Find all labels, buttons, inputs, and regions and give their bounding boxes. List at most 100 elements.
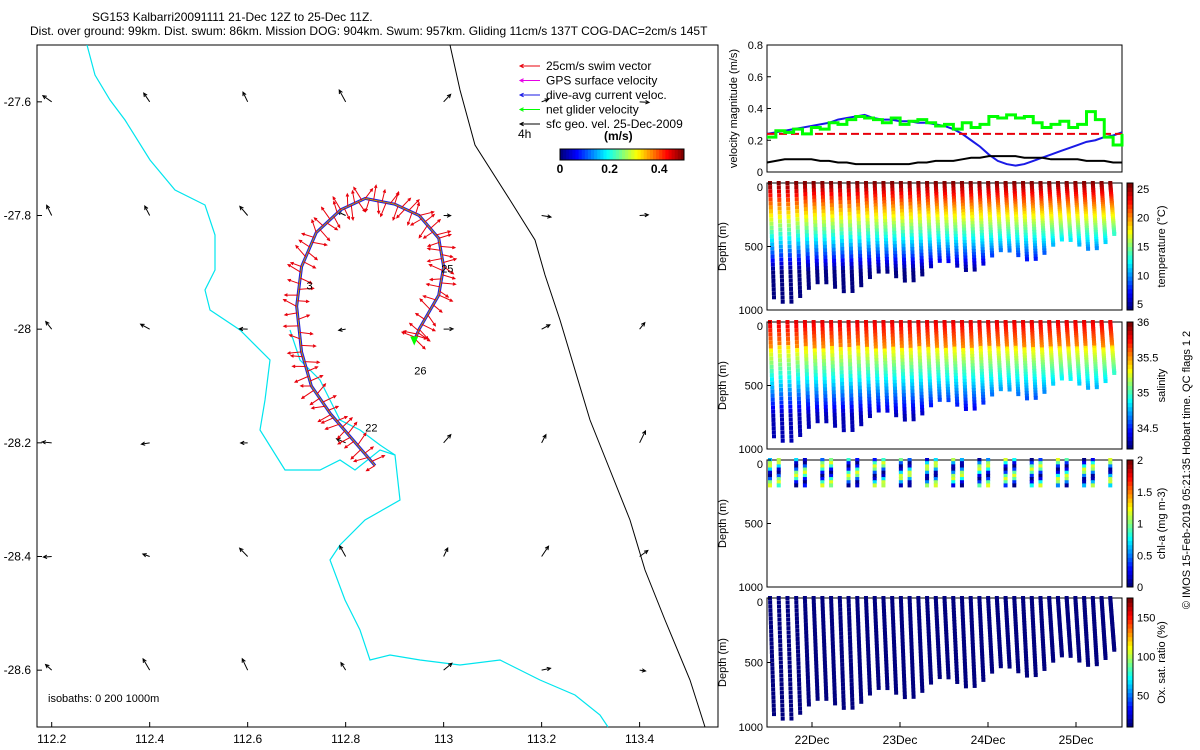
swim-vector-arrow (357, 201, 366, 213)
profile-point (1055, 483, 1060, 488)
profile-point (979, 371, 984, 376)
swim-vector-arrow (345, 192, 350, 207)
geo-velocity-arrow (443, 326, 455, 332)
profile-point (1005, 620, 1010, 625)
profile-point (855, 195, 860, 200)
profile-point (822, 223, 827, 228)
profile-point (917, 342, 922, 347)
profile-point (901, 386, 906, 391)
profile-point (934, 200, 939, 205)
section-colorbar-cell (1127, 561, 1133, 567)
profile-point (797, 690, 802, 695)
swim-vector-arrow (288, 334, 301, 340)
geo-velocity-arrow (46, 204, 53, 216)
profile-point (1031, 210, 1036, 215)
profile-point (814, 664, 819, 669)
profile-point (821, 219, 826, 224)
profile-point (892, 656, 897, 661)
profile-point (987, 212, 992, 217)
profile-point (988, 645, 993, 650)
profile-point (1092, 347, 1097, 352)
profile-point (1099, 596, 1104, 600)
profile-point (1022, 339, 1027, 344)
swim-vector-arrow (307, 251, 319, 261)
profile-point (813, 366, 818, 371)
profile-point (1051, 656, 1056, 661)
profile-point (798, 710, 803, 715)
x-tick-label: 112.2 (37, 732, 66, 746)
profile-point (893, 393, 898, 398)
profile-point (1024, 393, 1029, 398)
profile-point (776, 477, 781, 482)
profile-point (1100, 189, 1105, 194)
profile-point (909, 652, 914, 657)
profile-point (865, 640, 870, 645)
profile-point (768, 324, 773, 329)
swim-vector-arrow (298, 286, 315, 291)
profile-point (943, 339, 948, 344)
profile-point (970, 224, 975, 229)
profile-point (990, 669, 995, 674)
profile-point (840, 393, 845, 398)
profile-point (1082, 470, 1087, 475)
profile-point (874, 212, 879, 217)
profile-point (953, 234, 958, 239)
profile-point (962, 240, 967, 245)
profile-point (968, 602, 973, 607)
profile-point (1006, 640, 1011, 645)
profile-point (1047, 331, 1052, 336)
profile-point (780, 278, 785, 283)
section-colorbar-cell (1127, 709, 1133, 715)
profile-point (787, 240, 792, 245)
profile-point (1038, 322, 1043, 327)
profile-point (995, 336, 1000, 341)
profile-point (893, 670, 898, 675)
profile-point (1059, 651, 1064, 656)
profile-point (900, 229, 905, 234)
profile-point (944, 211, 949, 216)
isobath-0m (86, 44, 609, 728)
profile-point (998, 245, 1003, 250)
profile-point (1048, 616, 1053, 621)
profile-point (951, 480, 956, 485)
profile-point (814, 380, 819, 385)
profile-point (944, 220, 949, 225)
profile-point (1049, 218, 1054, 223)
profile-point (1049, 634, 1054, 639)
profile-point (1015, 381, 1020, 386)
profile-point (857, 655, 862, 660)
profile-point (998, 659, 1003, 664)
profile-point (829, 596, 834, 600)
profile-point (1006, 221, 1011, 226)
profile-point (989, 237, 994, 242)
geo-velocity-arrow (541, 545, 550, 557)
profile-point (988, 230, 993, 235)
profile-point (987, 351, 992, 356)
profile-point (815, 405, 820, 410)
profile-point (885, 263, 890, 268)
profile-point (841, 269, 846, 274)
profile-point (1040, 631, 1045, 636)
profile-point (892, 653, 897, 658)
profile-point (893, 403, 898, 408)
profile-point (794, 480, 799, 485)
profile-point (1032, 651, 1037, 656)
profile-point (977, 601, 982, 606)
profile-point (814, 262, 819, 267)
profile-point (823, 401, 828, 406)
profile-point (953, 652, 958, 657)
swim-vector-arrow (298, 239, 311, 248)
profile-point (1074, 616, 1079, 621)
profile-point (963, 403, 968, 408)
profile-point (841, 705, 846, 710)
profile-point (925, 611, 930, 616)
profile-point (934, 328, 939, 333)
profile-point (902, 680, 907, 685)
profile-point (1039, 344, 1044, 349)
profile-point (839, 358, 844, 363)
profile-point (788, 282, 793, 287)
profile-point (779, 664, 784, 669)
profile-point (780, 716, 785, 721)
profile-point (829, 195, 834, 200)
